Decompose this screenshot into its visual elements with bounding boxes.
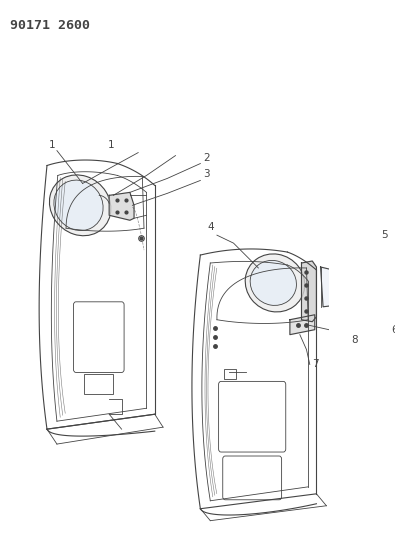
Ellipse shape [245, 254, 305, 312]
Polygon shape [109, 192, 134, 220]
Polygon shape [301, 261, 316, 322]
Bar [224, 369, 236, 379]
Bar [84, 375, 113, 394]
Text: 8: 8 [351, 335, 358, 345]
Ellipse shape [250, 261, 297, 305]
Text: 90171 2600: 90171 2600 [10, 19, 90, 33]
Text: 2: 2 [203, 152, 209, 163]
Text: 6: 6 [391, 325, 395, 335]
Polygon shape [290, 315, 315, 335]
Text: 4: 4 [207, 222, 214, 232]
Ellipse shape [54, 180, 103, 231]
Text: 3: 3 [203, 169, 209, 180]
Text: 1: 1 [107, 140, 114, 150]
Text: 1: 1 [49, 140, 55, 150]
Text: 7: 7 [312, 359, 319, 369]
Text: 5: 5 [381, 230, 388, 240]
Polygon shape [321, 267, 356, 307]
Ellipse shape [49, 175, 111, 236]
